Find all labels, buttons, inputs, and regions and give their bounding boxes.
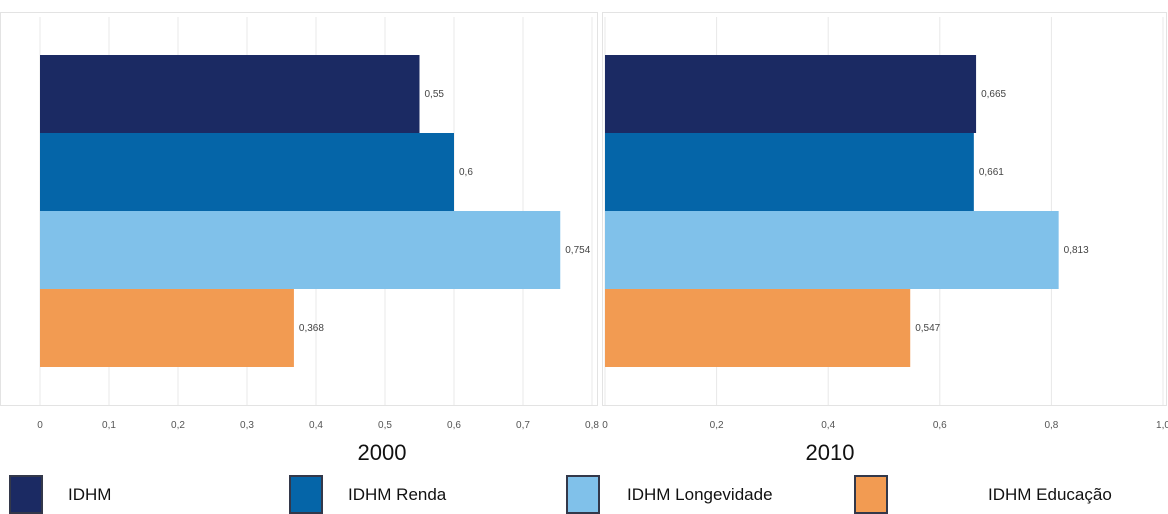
x-tick-label: 0,3 bbox=[240, 420, 254, 431]
x-tick-label: 0 bbox=[37, 420, 43, 431]
value-label: 0,547 bbox=[915, 323, 940, 334]
legend-swatch bbox=[566, 475, 600, 514]
axis-title: 2010 bbox=[806, 440, 855, 465]
x-tick-label: 0,2 bbox=[710, 420, 724, 431]
x-tick-label: 0,5 bbox=[378, 420, 392, 431]
value-label: 0,661 bbox=[979, 167, 1004, 178]
chart-frame bbox=[0, 12, 598, 406]
bar bbox=[605, 133, 974, 211]
bar bbox=[605, 55, 977, 133]
x-tick-label: 0,8 bbox=[585, 420, 599, 431]
x-tick-label: 0,6 bbox=[447, 420, 461, 431]
bar bbox=[40, 55, 420, 133]
legend-swatch bbox=[9, 475, 43, 514]
value-label: 0,813 bbox=[1064, 245, 1089, 256]
legend-swatch bbox=[854, 475, 888, 514]
x-tick-label: 0,4 bbox=[309, 420, 323, 431]
x-tick-label: 0 bbox=[602, 420, 608, 431]
x-tick-label: 0,1 bbox=[102, 420, 116, 431]
value-label: 0,754 bbox=[565, 245, 590, 256]
x-tick-label: 0,2 bbox=[171, 420, 185, 431]
value-label: 0,368 bbox=[299, 323, 324, 334]
x-tick-label: 0,6 bbox=[933, 420, 947, 431]
legend-label: IDHM Renda bbox=[348, 485, 447, 504]
bar bbox=[40, 289, 294, 367]
legend-label: IDHM bbox=[68, 485, 111, 504]
bar bbox=[605, 211, 1059, 289]
value-label: 0,6 bbox=[459, 167, 473, 178]
bar bbox=[605, 289, 911, 367]
x-tick-label: 0,8 bbox=[1044, 420, 1058, 431]
legend-label: IDHM Educação bbox=[988, 485, 1112, 504]
legend-label: IDHM Longevidade bbox=[627, 485, 773, 504]
value-label: 0,55 bbox=[425, 89, 445, 100]
legend-swatch bbox=[289, 475, 323, 514]
x-tick-label: 0,7 bbox=[516, 420, 530, 431]
bar bbox=[40, 211, 561, 289]
x-tick-label: 0,4 bbox=[821, 420, 835, 431]
bar bbox=[40, 133, 454, 211]
x-tick-label: 1,0 bbox=[1156, 420, 1168, 431]
chart-frame bbox=[602, 12, 1167, 406]
value-label: 0,665 bbox=[981, 89, 1006, 100]
axis-title: 2000 bbox=[358, 440, 407, 465]
